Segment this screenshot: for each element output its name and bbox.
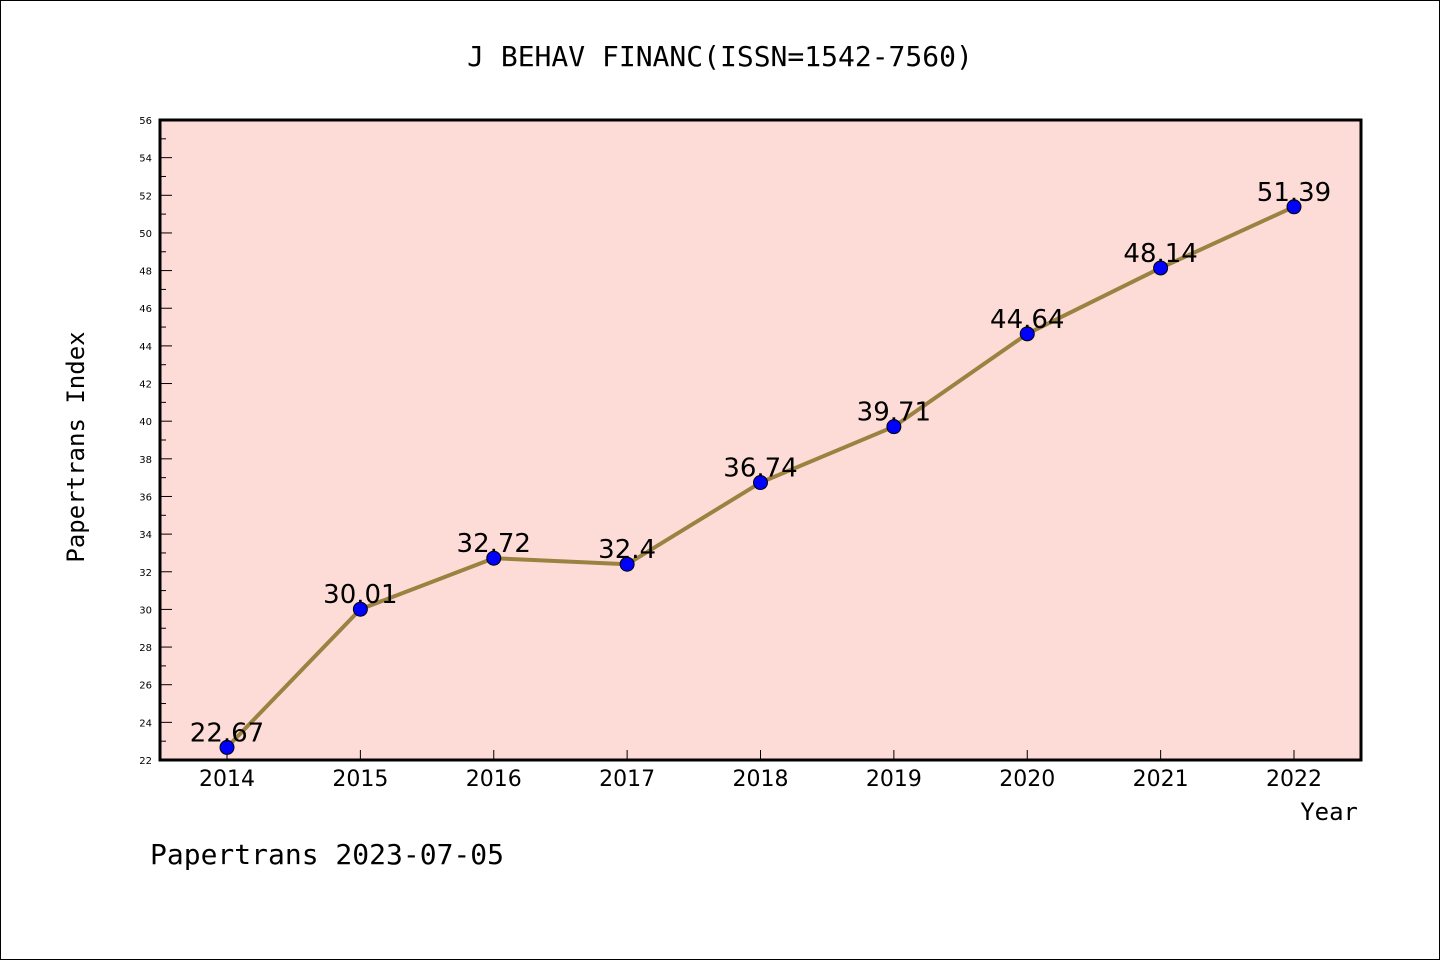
y-axis-label: Papertrans Index: [62, 331, 90, 562]
y-tick-label: 28: [139, 643, 152, 654]
data-point: [486, 550, 502, 566]
data-label: 32.4: [598, 535, 656, 565]
x-tick-label: 2017: [599, 767, 655, 792]
y-tick-label: 44: [139, 342, 152, 353]
data-label: 44.64: [990, 305, 1064, 335]
data-point: [352, 601, 368, 617]
y-tick-label: 38: [139, 455, 152, 466]
data-points: [219, 199, 1302, 755]
data-label: 30.01: [323, 580, 397, 610]
x-tick-label: 2016: [466, 767, 522, 792]
data-labels: 22.67 30.01 32.72 32.4 36.74 39.71 44.64 48.14 5…: [190, 178, 1331, 749]
data-point: [753, 475, 768, 491]
x-tick-label: 2020: [999, 767, 1055, 792]
x-tick-label: 2021: [1133, 767, 1189, 792]
x-tick-label: 2014: [199, 767, 255, 792]
data-point: [1286, 199, 1302, 215]
data-point: [886, 419, 902, 435]
chart-title: J BEHAV FINANC(ISSN=1542-7560): [467, 40, 973, 73]
data-point: [1019, 326, 1035, 342]
plot-area: [158, 118, 1363, 762]
y-axis: 22 24 26 28 30 32 34 36 38 40 42 44 46 48 50 52 54 56: [139, 116, 172, 767]
x-tick-label: 2018: [733, 767, 789, 792]
y-tick-label: 34: [139, 530, 152, 541]
y-tick-label: 54: [139, 154, 152, 165]
y-tick-label: 26: [139, 681, 152, 692]
data-label: 22.67: [190, 718, 264, 748]
y-tick-label: 22: [139, 756, 152, 767]
data-label: 51.39: [1257, 178, 1331, 208]
y-tick-label: 24: [139, 718, 152, 729]
y-tick-label: 40: [139, 417, 152, 428]
x-tick-label: 2019: [866, 767, 922, 792]
data-label: 48.14: [1123, 239, 1197, 269]
x-axis-label: Year: [1300, 798, 1358, 826]
data-point: [619, 556, 635, 572]
data-label: 39.71: [857, 398, 931, 428]
data-point: [219, 739, 235, 755]
y-tick-label: 50: [139, 229, 152, 240]
x-tick-label: 2015: [332, 767, 388, 792]
y-tick-label: 30: [139, 605, 152, 616]
y-tick-label: 46: [139, 304, 152, 315]
footer-text: Papertrans 2023-07-05: [150, 838, 504, 871]
data-point: [1153, 260, 1169, 276]
y-tick-label: 36: [139, 492, 152, 503]
x-tick-label: 2022: [1266, 767, 1322, 792]
data-label: 36.74: [723, 454, 797, 484]
x-axis: 2014 2015 2016 2017 2018 2019 2020 2021 2022: [199, 750, 1322, 792]
data-label: 32.72: [457, 529, 531, 559]
y-tick-label: 32: [139, 568, 152, 579]
y-tick-label: 52: [139, 191, 152, 202]
y-tick-label: 42: [139, 380, 152, 391]
y-tick-label: 56: [139, 116, 152, 127]
y-tick-label: 48: [139, 267, 152, 278]
